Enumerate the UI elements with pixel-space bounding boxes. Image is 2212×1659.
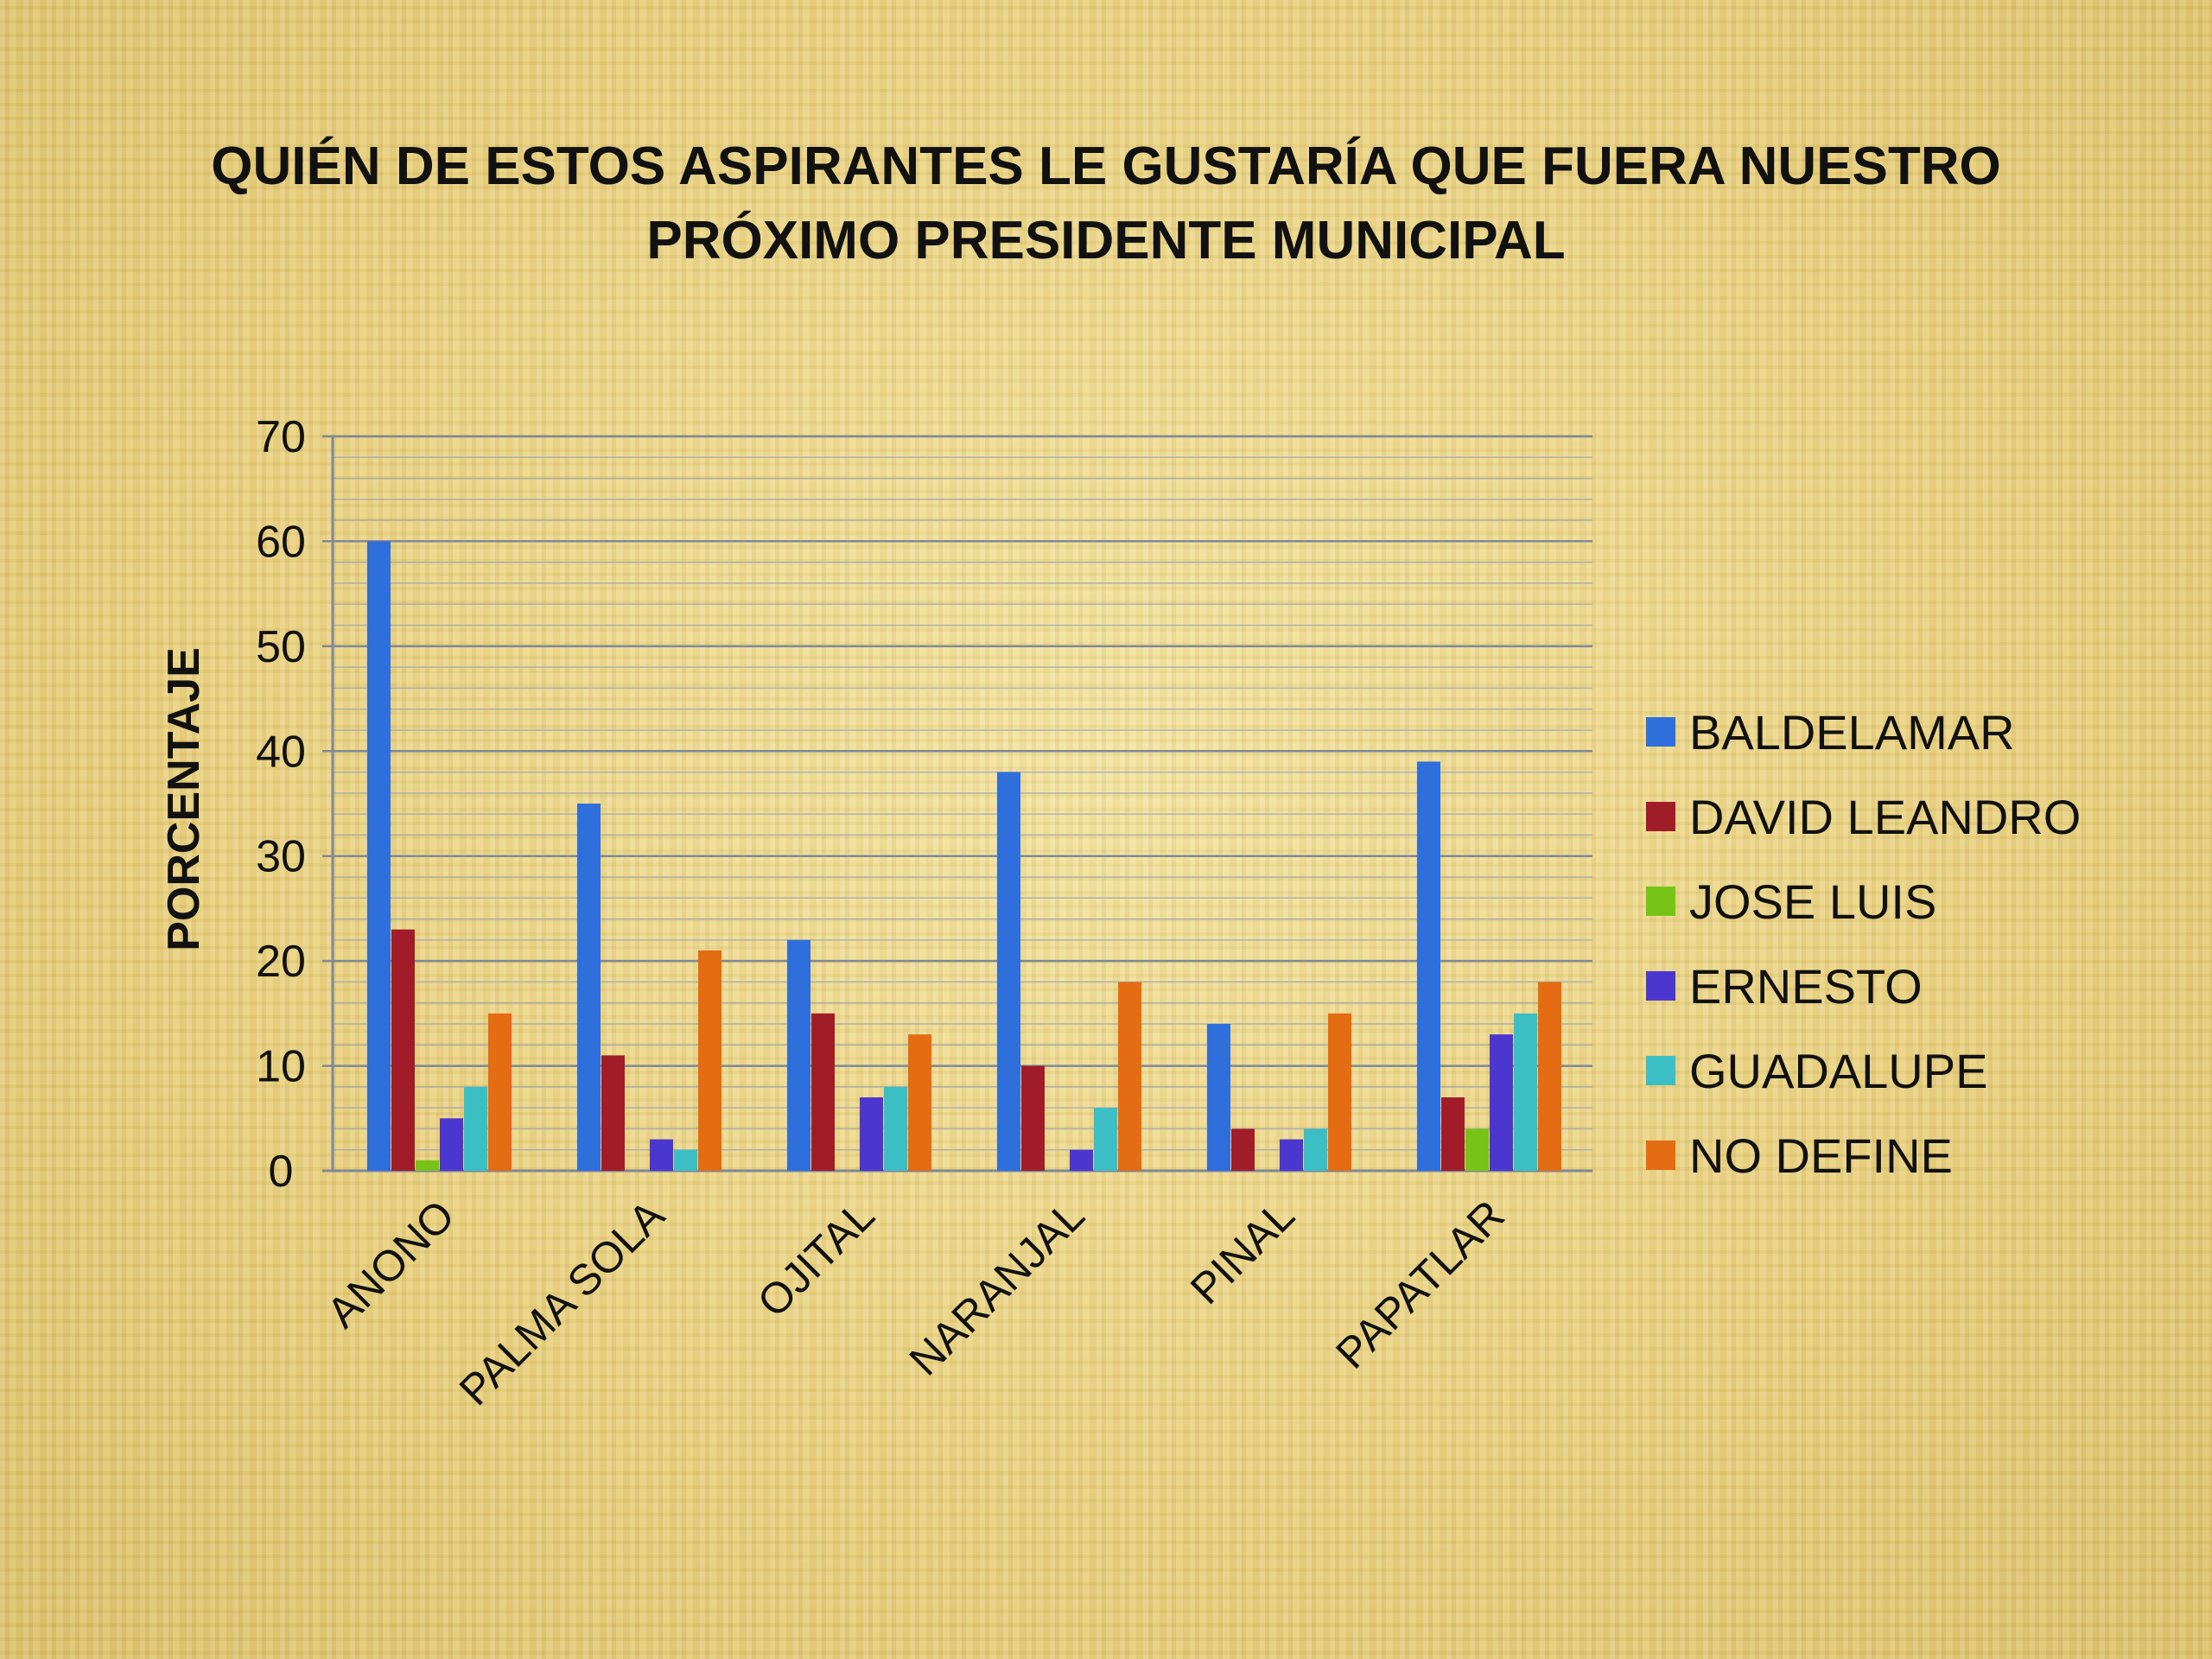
legend-item: DAVID LEANDRO: [1646, 774, 2130, 859]
y-tick-label: 30: [256, 832, 306, 882]
x-category-label: PALMA SOLA: [450, 1191, 674, 1414]
y-axis-label: PORCENTAJE: [159, 647, 209, 951]
bar-baldelamar: [787, 939, 810, 1171]
legend-swatch: [1646, 1056, 1675, 1085]
legend-swatch: [1646, 971, 1675, 1001]
chart-title: QUIÉN DE ESTOS ASPIRANTES LE GUSTARÍA QU…: [211, 137, 2001, 270]
bar-jose-luis: [416, 1160, 439, 1171]
x-category-label: NARANJAL: [899, 1191, 1093, 1384]
legend-item: GUADALUPE: [1646, 1028, 2130, 1113]
legend-label: GUADALUPE: [1689, 1043, 1988, 1098]
bar-ernesto: [1070, 1149, 1093, 1171]
legend-item: NO DEFINE: [1646, 1113, 2130, 1198]
x-category-label: ANONO: [318, 1191, 464, 1337]
bar-guadalupe: [884, 1086, 907, 1171]
minor-gridlines: [333, 456, 1592, 1151]
y-tick-label: 0: [269, 1147, 294, 1197]
bar-david-leandro: [391, 929, 415, 1171]
y-axis-tick-labels: 0 10 20 30 40 50 60 70: [256, 412, 306, 1197]
bar-david-leandro: [1021, 1065, 1045, 1171]
legend-label: BALDELAMAR: [1689, 704, 2015, 760]
legend-label: DAVID LEANDRO: [1689, 789, 2082, 844]
bar-no-define: [1538, 982, 1561, 1171]
bar-no-define: [488, 1013, 512, 1171]
legend-item: ERNESTO: [1646, 944, 2130, 1028]
y-tick-label: 50: [256, 622, 306, 672]
bar-david-leandro: [601, 1055, 625, 1171]
bar-baldelamar: [367, 541, 391, 1171]
x-category-label: OJITAL: [748, 1191, 884, 1326]
legend-item: JOSE LUIS: [1646, 859, 2130, 944]
bar-no-define: [698, 950, 721, 1171]
major-gridlines: [322, 435, 1592, 1173]
y-tick-label: 20: [256, 937, 306, 987]
bar-no-define: [1118, 982, 1141, 1171]
bar-david-leandro: [811, 1013, 835, 1171]
bar-ernesto: [1280, 1139, 1303, 1171]
bar-david-leandro: [1231, 1128, 1255, 1171]
bar-no-define: [1328, 1013, 1351, 1171]
x-category-label: PINAL: [1181, 1191, 1304, 1313]
x-category-label: PAPATLAR: [1326, 1191, 1513, 1377]
bar-guadalupe: [464, 1086, 487, 1171]
bar-ernesto: [440, 1118, 463, 1171]
legend-swatch: [1646, 887, 1675, 916]
chart-bars: [367, 541, 1561, 1171]
bar-ernesto: [1490, 1034, 1513, 1171]
y-tick-label: 40: [256, 727, 306, 777]
bar-guadalupe: [1304, 1128, 1327, 1171]
legend-swatch: [1646, 1141, 1675, 1170]
bar-baldelamar: [1207, 1024, 1230, 1171]
bar-no-define: [908, 1034, 931, 1171]
bar-guadalupe: [1094, 1108, 1117, 1171]
bar-baldelamar: [997, 772, 1020, 1171]
bar-ernesto: [650, 1139, 673, 1171]
bar-ernesto: [860, 1097, 883, 1171]
legend-item: BALDELAMAR: [1646, 690, 2130, 774]
bar-jose-luis: [1465, 1128, 1489, 1171]
legend-swatch: [1646, 802, 1675, 831]
bar-guadalupe: [1514, 1013, 1537, 1171]
y-tick-label: 60: [256, 517, 306, 567]
bar-baldelamar: [1417, 761, 1440, 1171]
bar-david-leandro: [1441, 1097, 1465, 1171]
chart-axes: [322, 436, 1592, 1173]
legend-label: ERNESTO: [1689, 958, 1923, 1014]
chart-legend: BALDELAMAR DAVID LEANDRO JOSE LUIS ERNESTO G…: [1646, 690, 2130, 1198]
y-tick-label: 70: [256, 412, 306, 462]
y-tick-label: 10: [256, 1042, 306, 1092]
legend-label: JOSE LUIS: [1689, 874, 1937, 929]
bar-baldelamar: [577, 804, 601, 1171]
legend-label: NO DEFINE: [1689, 1128, 1953, 1183]
bar-guadalupe: [674, 1149, 697, 1171]
legend-swatch: [1646, 717, 1675, 747]
